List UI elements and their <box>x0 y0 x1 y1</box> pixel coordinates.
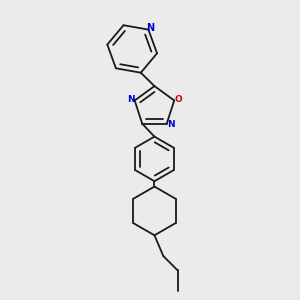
Text: N: N <box>146 23 154 33</box>
Text: O: O <box>174 95 182 104</box>
Text: N: N <box>127 95 135 104</box>
Text: N: N <box>167 120 174 129</box>
